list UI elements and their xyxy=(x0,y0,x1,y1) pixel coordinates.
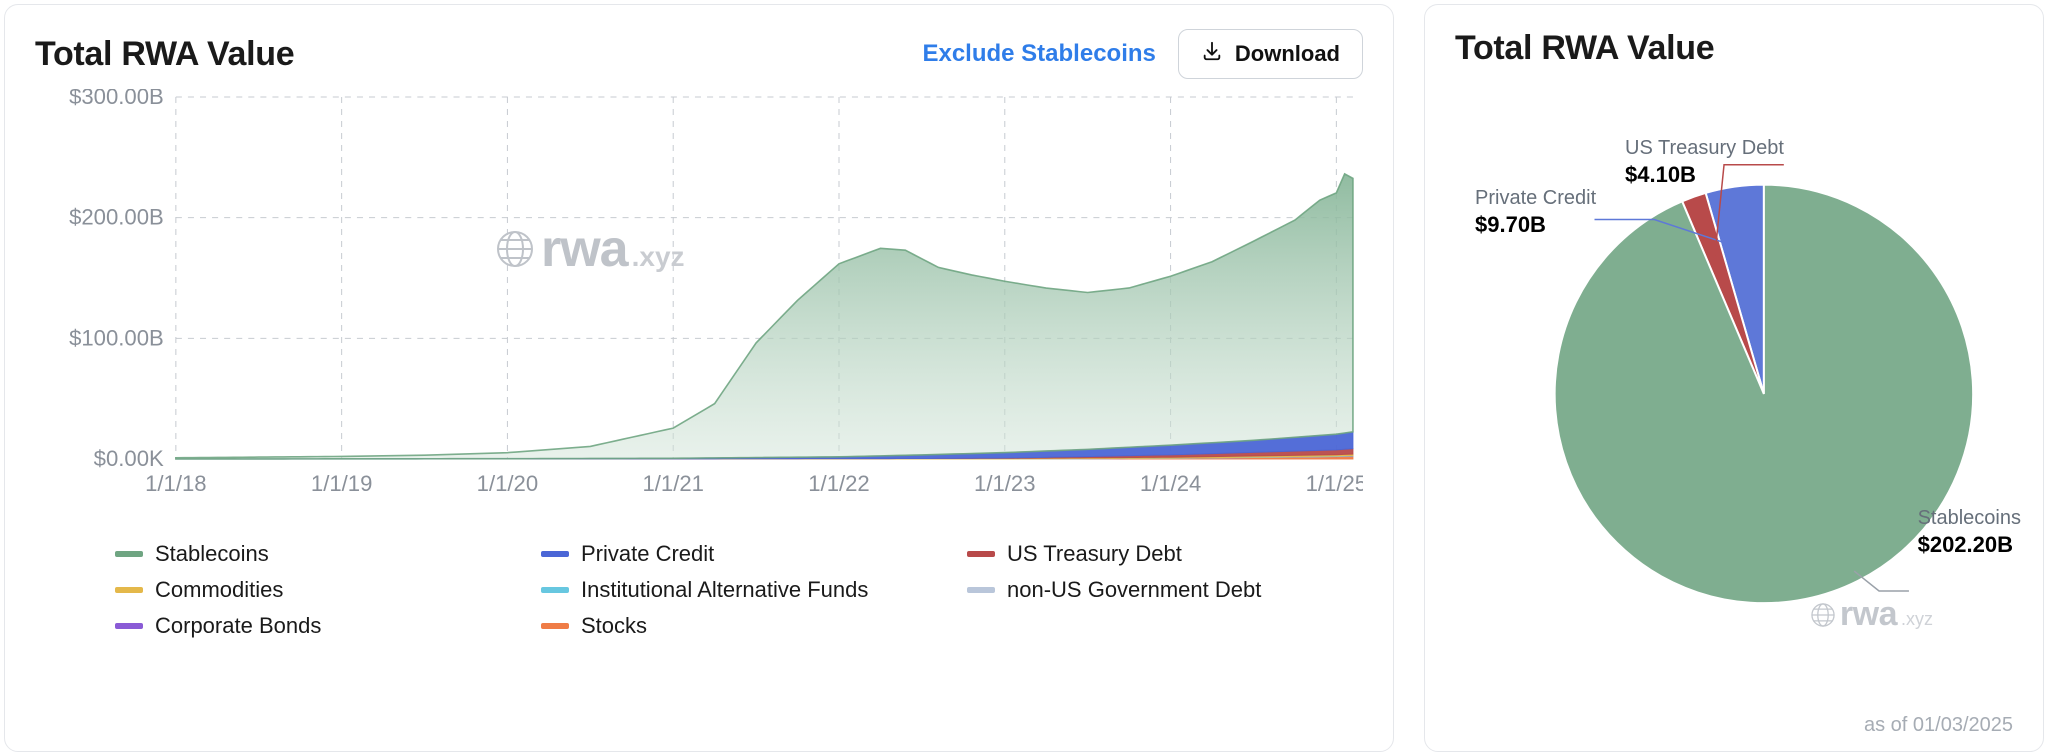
legend-swatch xyxy=(115,551,143,557)
svg-text:1/1/24: 1/1/24 xyxy=(1140,471,1201,496)
exclude-stablecoins-link[interactable]: Exclude Stablecoins xyxy=(922,40,1155,68)
callout-value: $9.70B xyxy=(1475,211,1596,239)
download-button[interactable]: Download xyxy=(1178,29,1363,79)
legend-label: US Treasury Debt xyxy=(1007,541,1182,567)
svg-text:1/1/18: 1/1/18 xyxy=(145,471,206,496)
page-title: Total RWA Value xyxy=(1455,29,2013,68)
pie-chart: Private Credit $9.70B US Treasury Debt $… xyxy=(1455,74,2013,674)
legend-swatch xyxy=(541,587,569,593)
legend-item[interactable]: Corporate Bonds xyxy=(115,613,511,639)
svg-text:1/1/21: 1/1/21 xyxy=(642,471,703,496)
legend-label: Stablecoins xyxy=(155,541,269,567)
legend-swatch xyxy=(115,623,143,629)
svg-text:1/1/19: 1/1/19 xyxy=(311,471,372,496)
legend-swatch xyxy=(541,551,569,557)
watermark-sub: .xyz xyxy=(1901,609,1933,630)
callout-label: US Treasury Debt xyxy=(1625,136,1784,161)
svg-text:1/1/22: 1/1/22 xyxy=(808,471,869,496)
legend-label: Stocks xyxy=(581,613,647,639)
as-of-date: as of 01/03/2025 xyxy=(1864,714,2013,737)
callout-stablecoins: Stablecoins $202.20B xyxy=(1918,506,2021,559)
legend-item[interactable]: Stablecoins xyxy=(115,541,511,567)
legend-item[interactable]: Institutional Alternative Funds xyxy=(541,577,937,603)
svg-text:1/1/20: 1/1/20 xyxy=(477,471,538,496)
area-chart: $0.00K $100.00B $200.00B $300.00B 1/1/18 1/1/… xyxy=(35,89,1363,519)
card-header: Total RWA Value Exclude Stablecoins Down… xyxy=(35,29,1363,79)
download-icon xyxy=(1201,40,1223,68)
legend-label: Institutional Alternative Funds xyxy=(581,577,868,603)
watermark: rwa .xyz xyxy=(1810,595,1933,634)
svg-text:$200.00B: $200.00B xyxy=(69,205,164,230)
rwa-value-timeseries-card: Total RWA Value Exclude Stablecoins Down… xyxy=(4,4,1394,752)
callout-label: Stablecoins xyxy=(1918,506,2021,531)
globe-icon xyxy=(1810,602,1836,628)
legend-swatch xyxy=(541,623,569,629)
legend-item[interactable]: Commodities xyxy=(115,577,511,603)
chart-legend: Stablecoins Private Credit US Treasury Deb… xyxy=(35,541,1363,639)
legend-item[interactable]: US Treasury Debt xyxy=(967,541,1363,567)
legend-swatch xyxy=(967,551,995,557)
download-label: Download xyxy=(1235,41,1340,67)
watermark-main: rwa xyxy=(1840,595,1897,634)
callout-us-treasury: US Treasury Debt $4.10B xyxy=(1625,136,1784,189)
legend-label: Commodities xyxy=(155,577,283,603)
svg-text:$100.00B: $100.00B xyxy=(69,325,164,350)
callout-value: $202.20B xyxy=(1918,531,2021,559)
callout-private-credit: Private Credit $9.70B xyxy=(1475,186,1596,239)
svg-text:$300.00B: $300.00B xyxy=(69,89,164,109)
svg-text:1/1/23: 1/1/23 xyxy=(974,471,1035,496)
page-title: Total RWA Value xyxy=(35,35,294,74)
svg-text:1/1/25: 1/1/25 xyxy=(1306,471,1363,496)
legend-label: Private Credit xyxy=(581,541,714,567)
legend-item[interactable]: non-US Government Debt xyxy=(967,577,1363,603)
callout-label: Private Credit xyxy=(1475,186,1596,211)
legend-item[interactable]: Stocks xyxy=(541,613,937,639)
svg-text:$0.00K: $0.00K xyxy=(94,446,164,471)
card-actions: Exclude Stablecoins Download xyxy=(922,29,1363,79)
legend-label: non-US Government Debt xyxy=(1007,577,1261,603)
callout-value: $4.10B xyxy=(1625,161,1784,189)
legend-swatch xyxy=(115,587,143,593)
legend-swatch xyxy=(967,587,995,593)
area-chart-svg: $0.00K $100.00B $200.00B $300.00B 1/1/18 1/1/… xyxy=(35,89,1363,509)
legend-label: Corporate Bonds xyxy=(155,613,321,639)
legend-item[interactable]: Private Credit xyxy=(541,541,937,567)
rwa-value-pie-card: Total RWA Value Private Credit $9.70B US… xyxy=(1424,4,2044,752)
